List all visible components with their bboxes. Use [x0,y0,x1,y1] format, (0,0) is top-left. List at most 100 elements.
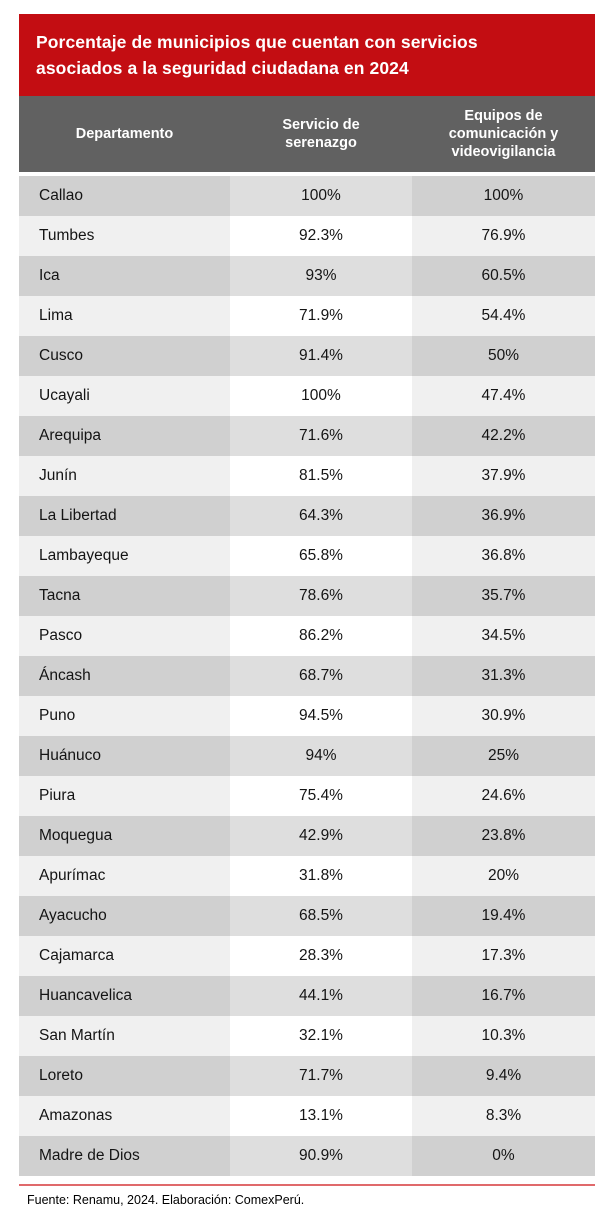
cell-departamento: Piura [19,776,230,816]
table-row: Lambayeque 65.8% 36.8% [19,536,595,576]
table-row: Moquegua 42.9% 23.8% [19,816,595,856]
cell-departamento: Arequipa [19,416,230,456]
cell-departamento: Cusco [19,336,230,376]
cell-departamento: Lima [19,296,230,336]
cell-serenazgo: 75.4% [230,776,412,816]
cell-departamento: Huancavelica [19,976,230,1016]
cell-departamento: La Libertad [19,496,230,536]
cell-departamento: Cajamarca [19,936,230,976]
cell-departamento: Ayacucho [19,896,230,936]
cell-equipos: 10.3% [412,1016,595,1056]
cell-serenazgo: 31.8% [230,856,412,896]
cell-departamento: Tacna [19,576,230,616]
cell-departamento: San Martín [19,1016,230,1056]
cell-equipos: 60.5% [412,256,595,296]
footer-divider [19,1184,595,1186]
cell-departamento: Pasco [19,616,230,656]
cell-serenazgo: 68.7% [230,656,412,696]
cell-equipos: 9.4% [412,1056,595,1096]
cell-serenazgo: 71.9% [230,296,412,336]
table-row: Callao 100% 100% [19,176,595,216]
cell-equipos: 16.7% [412,976,595,1016]
title-banner: Porcentaje de municipios que cuentan con… [19,14,595,96]
cell-serenazgo: 42.9% [230,816,412,856]
cell-departamento: Tumbes [19,216,230,256]
table-body: Callao 100% 100% Tumbes 92.3% 76.9% Ica 93% 60.5… [19,176,595,1176]
cell-departamento: Moquegua [19,816,230,856]
cell-equipos: 36.8% [412,536,595,576]
cell-departamento: Lambayeque [19,536,230,576]
cell-departamento: Apurímac [19,856,230,896]
cell-serenazgo: 28.3% [230,936,412,976]
source-note: Fuente: Renamu, 2024. Elaboración: Comex… [27,1193,305,1207]
cell-equipos: 47.4% [412,376,595,416]
page-title: Porcentaje de municipios que cuentan con… [36,32,478,78]
cell-equipos: 35.7% [412,576,595,616]
cell-equipos: 17.3% [412,936,595,976]
cell-equipos: 25% [412,736,595,776]
table-row: San Martín 32.1% 10.3% [19,1016,595,1056]
table-row: Arequipa 71.6% 42.2% [19,416,595,456]
cell-serenazgo: 94.5% [230,696,412,736]
infographic-table: Porcentaje de municipios que cuentan con… [0,14,613,1220]
cell-equipos: 100% [412,176,595,216]
column-header-serenazgo: Servicio de serenazgo [282,117,360,151]
cell-serenazgo: 92.3% [230,216,412,256]
cell-serenazgo: 81.5% [230,456,412,496]
cell-equipos: 36.9% [412,496,595,536]
cell-serenazgo: 93% [230,256,412,296]
cell-serenazgo: 90.9% [230,1136,412,1176]
cell-equipos: 20% [412,856,595,896]
cell-equipos: 54.4% [412,296,595,336]
cell-serenazgo: 71.6% [230,416,412,456]
cell-equipos: 50% [412,336,595,376]
table-row: Huancavelica 44.1% 16.7% [19,976,595,1016]
cell-departamento: Huánuco [19,736,230,776]
cell-equipos: 24.6% [412,776,595,816]
cell-equipos: 31.3% [412,656,595,696]
cell-departamento: Callao [19,176,230,216]
cell-equipos: 30.9% [412,696,595,736]
table-row: Lima 71.9% 54.4% [19,296,595,336]
table-header-row: Departamento Servicio de serenazgo Equip… [19,96,595,172]
cell-serenazgo: 64.3% [230,496,412,536]
cell-equipos: 37.9% [412,456,595,496]
cell-serenazgo: 71.7% [230,1056,412,1096]
cell-departamento: Puno [19,696,230,736]
table-row: Ica 93% 60.5% [19,256,595,296]
cell-serenazgo: 13.1% [230,1096,412,1136]
table-row: Junín 81.5% 37.9% [19,456,595,496]
table-row: Tacna 78.6% 35.7% [19,576,595,616]
cell-serenazgo: 100% [230,376,412,416]
cell-serenazgo: 86.2% [230,616,412,656]
cell-equipos: 42.2% [412,416,595,456]
cell-equipos: 23.8% [412,816,595,856]
cell-equipos: 0% [412,1136,595,1176]
cell-serenazgo: 91.4% [230,336,412,376]
column-header-departamento: Departamento [75,126,174,142]
table-row: Loreto 71.7% 9.4% [19,1056,595,1096]
table-row: Áncash 68.7% 31.3% [19,656,595,696]
cell-serenazgo: 100% [230,176,412,216]
column-header-equipos: Equipos de comunicación y videovigilanci… [448,108,559,160]
cell-departamento: Ucayali [19,376,230,416]
cell-equipos: 76.9% [412,216,595,256]
table-row: Apurímac 31.8% 20% [19,856,595,896]
cell-serenazgo: 94% [230,736,412,776]
cell-departamento: Junín [19,456,230,496]
cell-serenazgo: 65.8% [230,536,412,576]
table-row: Huánuco 94% 25% [19,736,595,776]
table-row: Tumbes 92.3% 76.9% [19,216,595,256]
cell-departamento: Loreto [19,1056,230,1096]
table-row: Cusco 91.4% 50% [19,336,595,376]
cell-departamento: Amazonas [19,1096,230,1136]
table-row: Ucayali 100% 47.4% [19,376,595,416]
cell-serenazgo: 32.1% [230,1016,412,1056]
table-row: Puno 94.5% 30.9% [19,696,595,736]
cell-departamento: Áncash [19,656,230,696]
cell-serenazgo: 68.5% [230,896,412,936]
table-row: Cajamarca 28.3% 17.3% [19,936,595,976]
cell-serenazgo: 44.1% [230,976,412,1016]
table-row: Madre de Dios 90.9% 0% [19,1136,595,1176]
table-row: Piura 75.4% 24.6% [19,776,595,816]
